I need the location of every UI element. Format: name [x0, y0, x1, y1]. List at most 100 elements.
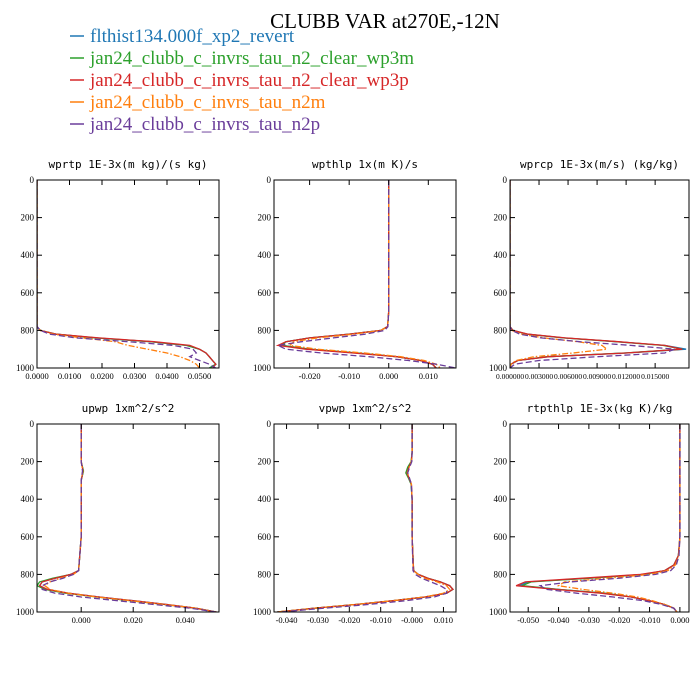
x-tick-label: -0.020: [608, 615, 630, 625]
panel-title: wprtp 1E-3x(m kg)/(s kg): [49, 158, 208, 171]
series-line: [43, 424, 217, 612]
y-tick-label: 1000: [489, 607, 508, 617]
legend-entry: jan24_clubb_c_invrs_tau_n2p: [70, 114, 320, 135]
legend-entry: jan24_clubb_c_invrs_tau_n2_clear_wp3p: [70, 70, 409, 91]
y-tick-label: 400: [258, 494, 272, 504]
panel: vpwp 1xm^2/s^2 0 200 400 600 800 1000 -0.040 -0.…: [253, 402, 457, 625]
legend-label: jan24_clubb_c_invrs_tau_n2_clear_wp3p: [89, 70, 409, 91]
x-tick-label: 0.0300: [123, 371, 146, 381]
x-tick-label: 0.0400: [155, 371, 178, 381]
y-tick-label: 800: [258, 325, 272, 335]
series-line: [38, 424, 217, 612]
plot-frame: [36, 179, 220, 369]
series-line: [556, 424, 681, 612]
y-tick-label: 800: [494, 569, 508, 579]
y-tick-label: 1000: [16, 607, 35, 617]
x-tick-label: -0.010: [338, 371, 360, 381]
x-tick-label: 0.000: [670, 615, 689, 625]
series-line: [288, 180, 441, 368]
x-tick-label: 0.010: [419, 371, 438, 381]
x-tick-label: 0.010: [434, 615, 453, 625]
series-group: [275, 180, 456, 368]
series-group: [37, 424, 217, 612]
legend-label: jan24_clubb_c_invrs_tau_n2m: [89, 92, 326, 113]
series-line: [510, 180, 683, 368]
panel: wprtp 1E-3x(m kg)/(s kg) 0 200 400 600 800 100…: [16, 158, 220, 381]
x-tick-label: -0.040: [276, 615, 298, 625]
y-tick-label: 200: [21, 457, 35, 467]
x-tick-label: -0.010: [639, 615, 661, 625]
panel: wprcp 1E-3x(m/s) (kg/kg) 0 200 400 600 800 100…: [489, 158, 690, 381]
y-tick-label: 400: [21, 250, 35, 260]
series-line: [37, 424, 217, 612]
y-tick-label: 600: [494, 532, 508, 542]
x-tick-label: -0.010: [370, 615, 392, 625]
panel-title: rtpthlp 1E-3x(kg K)/kg: [527, 402, 673, 415]
y-tick-label: 0: [503, 175, 508, 185]
legend-label: flthist134.000f_xp2_revert: [90, 26, 295, 47]
x-tick-label: -0.050: [517, 615, 539, 625]
panel-title: wprcp 1E-3x(m/s) (kg/kg): [520, 158, 679, 171]
series-line: [277, 424, 454, 612]
legend: flthist134.000f_xp2_revertjan24_clubb_c_…: [70, 26, 414, 135]
series-line: [275, 180, 456, 368]
y-tick-label: 200: [494, 213, 508, 223]
y-tick-label: 800: [494, 325, 508, 335]
series-group: [37, 180, 217, 368]
series-line: [277, 424, 451, 612]
panel-title: upwp 1xm^2/s^2: [82, 402, 175, 415]
y-tick-label: 1000: [16, 363, 35, 373]
series-line: [37, 180, 217, 368]
x-tick-label: -0.030: [578, 615, 600, 625]
y-tick-label: 200: [258, 457, 272, 467]
series-line: [38, 424, 217, 612]
y-tick-label: 200: [258, 213, 272, 223]
x-tick-label: -0.040: [548, 615, 570, 625]
y-tick-label: 600: [494, 288, 508, 298]
series-line: [277, 424, 454, 612]
y-tick-label: 400: [494, 494, 508, 504]
panel-title: vpwp 1xm^2/s^2: [319, 402, 412, 415]
panel-title: wpthlp 1x(m K)/s: [312, 158, 418, 171]
x-tick-label: 0.000: [379, 371, 398, 381]
plot-frame: [509, 179, 690, 369]
panel: rtpthlp 1E-3x(kg K)/kg02004006008001000-…: [489, 402, 690, 625]
y-tick-label: 1000: [253, 363, 272, 373]
x-tick-label: 0.003000: [525, 372, 553, 381]
series-line: [37, 180, 217, 368]
y-tick-label: 400: [494, 250, 508, 260]
x-tick-label: 0.040: [176, 615, 195, 625]
x-tick-label: -0.020: [338, 615, 360, 625]
y-tick-label: 600: [21, 288, 35, 298]
figure-title: CLUBB VAR at270E,-12N: [270, 9, 500, 33]
y-tick-label: 600: [258, 532, 272, 542]
y-tick-label: 600: [21, 532, 35, 542]
y-tick-label: 0: [267, 419, 272, 429]
legend-label: jan24_clubb_c_invrs_tau_n2_clear_wp3m: [89, 48, 414, 69]
y-tick-label: 1000: [489, 363, 508, 373]
y-tick-label: 800: [258, 569, 272, 579]
x-tick-label: 0.0100: [58, 371, 81, 381]
series-line: [280, 424, 448, 612]
y-tick-label: 400: [258, 250, 272, 260]
x-tick-label: -0.000: [401, 615, 423, 625]
series-line: [277, 424, 454, 612]
x-tick-label: 0.0000: [25, 371, 48, 381]
series-group: [515, 424, 681, 612]
panel: wpthlp 1x(m K)/s 0 200 400 600 800 1000 -0.020 -…: [253, 158, 457, 381]
x-tick-label: 0.020: [124, 615, 143, 625]
y-tick-label: 0: [503, 419, 508, 429]
x-tick-label: 0.006000: [554, 372, 582, 381]
series-line: [521, 424, 681, 612]
legend-entry: jan24_clubb_c_invrs_tau_n2m: [70, 92, 326, 113]
y-tick-label: 200: [494, 457, 508, 467]
x-tick-label: 0.000000: [496, 372, 524, 381]
x-tick-label: 0.015000: [641, 372, 669, 381]
series-line: [41, 424, 217, 612]
legend-entry: flthist134.000f_xp2_revert: [70, 26, 295, 47]
y-tick-label: 800: [21, 325, 35, 335]
series-line: [538, 424, 681, 612]
plot-frame: [273, 423, 457, 613]
x-tick-label: 0.009000: [583, 372, 611, 381]
